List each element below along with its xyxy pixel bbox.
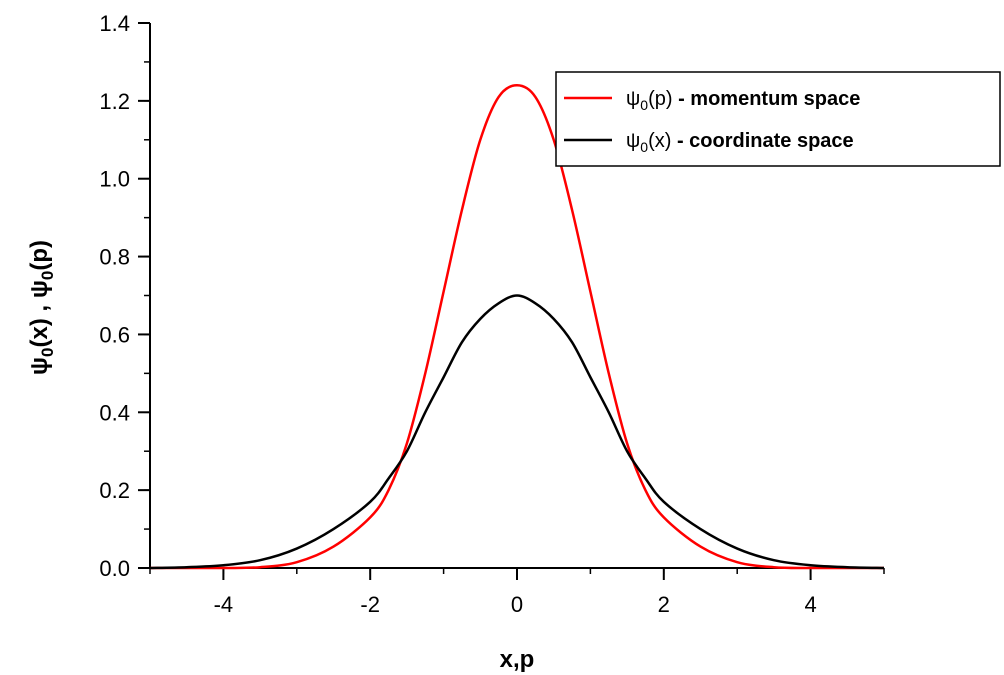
- y-tick-label: 0.4: [99, 400, 130, 425]
- y-tick-label: 1.2: [99, 89, 130, 114]
- legend-label: ψ0(p) - momentum space: [626, 88, 860, 113]
- y-tick-label: 1.0: [99, 167, 130, 192]
- y-axis-title: ψ0(x) , ψ0(p): [26, 240, 57, 375]
- x-tick-label: 2: [658, 592, 670, 617]
- y-tick-label: 0.2: [99, 478, 130, 503]
- y-axis-ticks: 0.0 0.2 0.4 0.6 0.8 1.0 1.2 1.4: [99, 11, 150, 581]
- series-group: [149, 84, 885, 570]
- legend-text: - coordinate space: [671, 130, 853, 152]
- legend-arg: (x): [648, 130, 671, 152]
- x-tick-label: 0: [511, 592, 523, 617]
- y-axis-title-symbol: ψ: [26, 280, 53, 298]
- y-axis-title-subscript: 0: [38, 348, 57, 357]
- x-tick-label: -2: [360, 592, 380, 617]
- x-axis-ticks: -4 -2 0 2 4: [149, 568, 885, 617]
- y-tick-label: 1.4: [99, 11, 130, 36]
- legend-subscript: 0: [640, 97, 648, 113]
- legend-symbol: ψ: [626, 88, 640, 110]
- x-tick-label: 4: [804, 592, 816, 617]
- legend-symbol: ψ: [626, 130, 640, 152]
- y-tick-label: 0.0: [99, 556, 130, 581]
- legend-subscript: 0: [640, 139, 648, 155]
- y-axis-title-subscript: 0: [38, 271, 57, 280]
- y-tick-label: 0.8: [99, 245, 130, 270]
- x-axis-title: x,p: [500, 646, 535, 673]
- series-line-coordinate: [149, 294, 885, 570]
- y-axis-title-symbol: ψ: [26, 357, 53, 375]
- plot-area: 0.0 0.2 0.4 0.6 0.8 1.0 1.2 1.4 -4 -2 0 2 4: [99, 11, 885, 617]
- y-axis-title-part: (x) ,: [26, 298, 53, 347]
- legend-box: [555, 71, 1001, 167]
- legend-text: - momentum space: [673, 88, 861, 110]
- x-tick-label: -4: [214, 592, 234, 617]
- y-tick-label: 0.6: [99, 322, 130, 347]
- series-line-momentum: [149, 84, 885, 570]
- legend-arg: (p): [648, 88, 672, 110]
- legend-label: ψ0(x) - coordinate space: [626, 130, 854, 155]
- y-axis-title-part: (p): [26, 240, 53, 271]
